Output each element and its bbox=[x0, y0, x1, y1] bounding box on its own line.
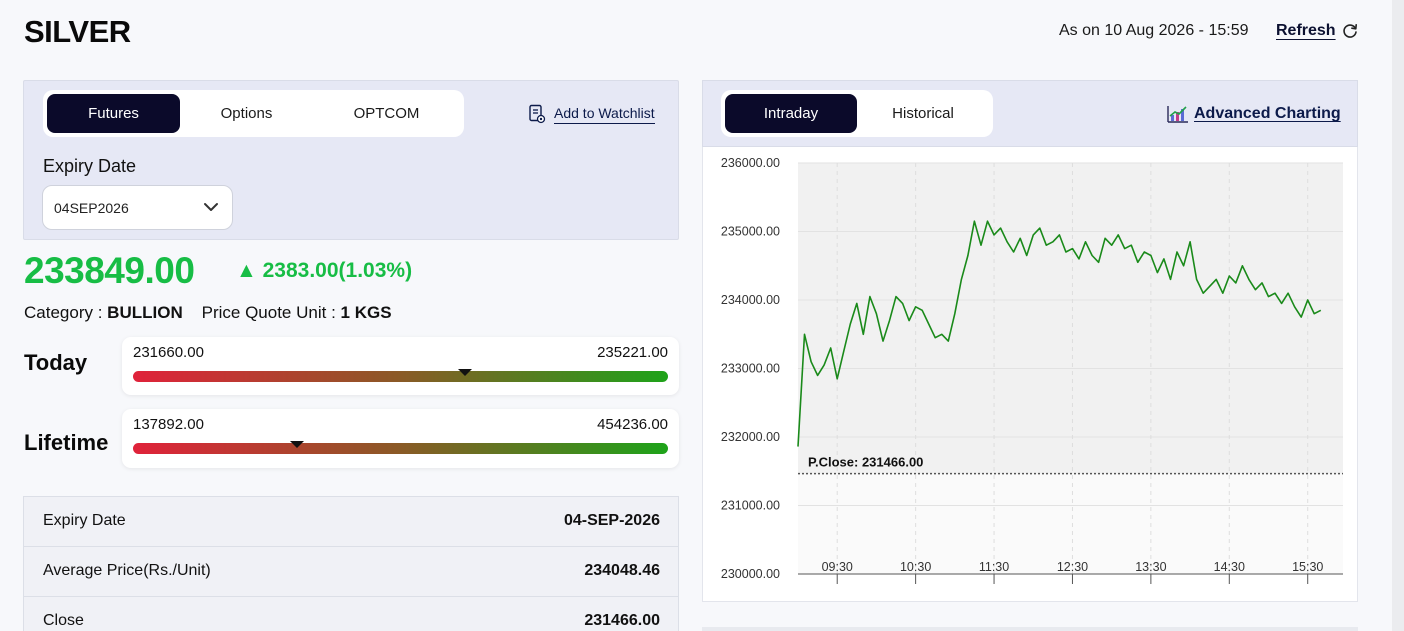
expiry-date-value: 04SEP2026 bbox=[54, 199, 129, 216]
category-label: Category : bbox=[24, 303, 103, 322]
today-price-marker bbox=[457, 369, 472, 376]
advanced-charting-link[interactable]: Advanced Charting bbox=[1166, 104, 1341, 124]
info-key: Average Price(Rs./Unit) bbox=[43, 562, 211, 579]
tab-futures[interactable]: Futures bbox=[47, 94, 180, 133]
info-value: 04-SEP-2026 bbox=[563, 512, 660, 529]
tab-historical[interactable]: Historical bbox=[892, 105, 954, 122]
price-quote-unit-label: Price Quote Unit : bbox=[201, 303, 336, 322]
y-tick-label: 234000.00 bbox=[721, 293, 780, 307]
next-panel-edge bbox=[702, 627, 1358, 631]
tab-optcom[interactable]: OPTCOM bbox=[353, 105, 420, 122]
today-high: 235221.00 bbox=[597, 344, 668, 361]
chart-icon bbox=[1167, 106, 1188, 123]
instrument-tabs: Futures Options OPTCOM bbox=[43, 90, 464, 137]
table-row: Expiry Date 04-SEP-2026 bbox=[24, 497, 678, 547]
above-close-shading bbox=[798, 163, 1343, 474]
y-axis: 236000.00 235000.00 234000.00 233000.00 2320… bbox=[721, 156, 780, 581]
lifetime-range-bar bbox=[133, 443, 668, 454]
contract-info-table: Expiry Date 04-SEP-2026 Average Price(Rs… bbox=[23, 496, 679, 631]
watchlist-icon bbox=[529, 104, 546, 124]
lifetime-price-marker bbox=[289, 441, 304, 448]
refresh-icon[interactable] bbox=[1341, 22, 1359, 40]
add-to-watchlist-link[interactable]: Add to Watchlist bbox=[528, 104, 655, 124]
page-title: SILVER bbox=[24, 14, 131, 49]
price-change: ▲ 2383.00(1.03%) bbox=[236, 259, 413, 282]
add-to-watchlist-label: Add to Watchlist bbox=[554, 105, 655, 124]
info-value: 234048.46 bbox=[584, 562, 660, 579]
expiry-date-select[interactable]: 04SEP2026 bbox=[42, 185, 233, 230]
x-tick-label: 11:30 bbox=[979, 560, 1009, 574]
y-tick-label: 232000.00 bbox=[721, 430, 780, 444]
x-tick-label: 12:30 bbox=[1057, 560, 1088, 574]
price-quote-unit-value: 1 KGS bbox=[340, 303, 392, 322]
intraday-chart: 236000.00 235000.00 234000.00 233000.00 2320… bbox=[702, 147, 1358, 602]
info-key: Close bbox=[43, 612, 84, 629]
x-axis: 09:30 10:30 11:30 12:30 13:30 14:30 15:30 bbox=[798, 560, 1343, 584]
y-tick-label: 231000.00 bbox=[721, 499, 780, 513]
contract-meta: Category : BULLION Price Quote Unit : 1 … bbox=[24, 303, 392, 323]
expiry-date-label: Expiry Date bbox=[43, 156, 137, 176]
lifetime-range-title: Lifetime bbox=[24, 430, 109, 455]
x-tick-label: 15:30 bbox=[1292, 560, 1323, 574]
x-tick-label: 09:30 bbox=[822, 560, 853, 574]
x-tick-label: 10:30 bbox=[900, 560, 931, 574]
refresh-link[interactable]: Refresh bbox=[1276, 22, 1336, 39]
y-tick-label: 230000.00 bbox=[721, 567, 780, 581]
category-value: BULLION bbox=[107, 303, 183, 322]
info-value: 231466.00 bbox=[584, 612, 660, 629]
advanced-charting-label: Advanced Charting bbox=[1194, 105, 1341, 122]
last-price: 233849.00 bbox=[24, 250, 195, 291]
today-range-bar bbox=[133, 371, 668, 382]
plot-area: P.Close: 231466.00 bbox=[797, 220, 1343, 475]
tab-options[interactable]: Options bbox=[220, 105, 273, 122]
x-tick-label: 14:30 bbox=[1214, 560, 1245, 574]
info-key: Expiry Date bbox=[43, 512, 126, 529]
y-tick-label: 233000.00 bbox=[721, 362, 780, 376]
tab-intraday[interactable]: Intraday bbox=[725, 94, 857, 133]
price-series-line bbox=[797, 220, 1322, 447]
as-on-timestamp: As on 10 Aug 2026 - 15:59 bbox=[1059, 22, 1249, 39]
lifetime-low: 137892.00 bbox=[133, 416, 204, 433]
scrollbar-track[interactable] bbox=[1392, 0, 1404, 631]
y-tick-label: 236000.00 bbox=[721, 156, 780, 170]
today-low: 231660.00 bbox=[133, 344, 204, 361]
intraday-chart-svg: 236000.00 235000.00 234000.00 233000.00 2320… bbox=[721, 156, 1343, 584]
today-range-title: Today bbox=[24, 350, 88, 375]
today-range-card: 231660.00 235221.00 bbox=[122, 337, 679, 395]
x-tick-label: 13:30 bbox=[1135, 560, 1166, 574]
prev-close-label: P.Close: 231466.00 bbox=[808, 455, 923, 470]
chevron-down-icon bbox=[204, 203, 218, 211]
chart-range-tabs: Intraday Historical bbox=[721, 90, 993, 137]
lifetime-range-card: 137892.00 454236.00 bbox=[122, 409, 679, 468]
y-tick-label: 235000.00 bbox=[721, 225, 780, 239]
table-row: Close 231466.00 bbox=[24, 597, 678, 631]
chart-grid bbox=[798, 162, 1343, 575]
table-row: Average Price(Rs./Unit) 234048.46 bbox=[24, 547, 678, 597]
lifetime-high: 454236.00 bbox=[597, 416, 668, 433]
